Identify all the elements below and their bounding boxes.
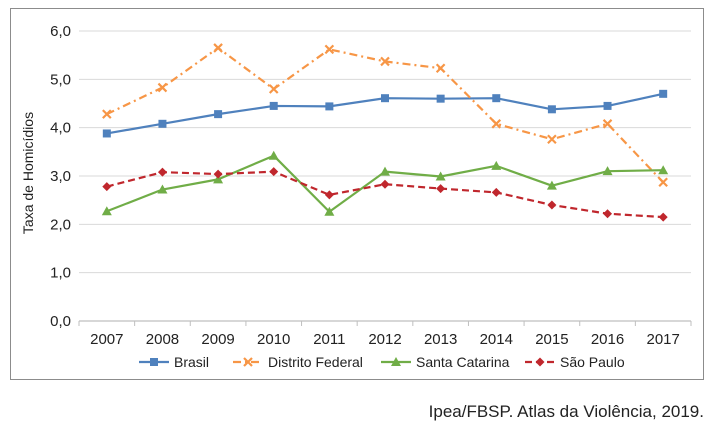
data-point-santa-catarina <box>602 166 613 176</box>
legend-marker <box>150 358 158 366</box>
y-tick-label: 3,0 <box>50 168 71 185</box>
axes: 0,0 1,0 2,0 3,0 4,0 5,0 6,0 2007 2008 2009 2010 201… <box>50 23 692 348</box>
data-point-santa-catarina <box>101 206 112 216</box>
data-point-brasil <box>325 102 334 111</box>
data-point-sao-paulo <box>603 209 613 219</box>
legend-entry-santa-catarina: Santa Catarina <box>381 354 510 370</box>
data-point-santa-catarina <box>157 184 168 194</box>
y-tick-label: 5,0 <box>50 71 71 88</box>
data-point-brasil <box>659 89 668 98</box>
data-point-sao-paulo <box>658 212 668 222</box>
series-line-sao-paulo <box>106 170 664 219</box>
x-tick-label: 2011 <box>313 331 345 348</box>
legend-marker <box>243 357 253 367</box>
x-tick-label: 2014 <box>480 331 513 348</box>
series-santa-catarina <box>101 150 669 216</box>
y-tick-label: 0,0 <box>50 313 71 330</box>
data-point-sao-paulo <box>380 179 390 189</box>
x-tick-label: 2015 <box>535 331 568 348</box>
data-point-santa-catarina <box>546 180 557 190</box>
data-point-brasil <box>381 94 389 103</box>
data-point-brasil <box>492 94 501 103</box>
x-tick-label: 2009 <box>201 331 234 348</box>
series-brasil <box>102 89 668 138</box>
data-point-distrito-federal <box>602 119 613 129</box>
legend: Brasil Distrito Federal Santa Catarina São … <box>139 354 625 370</box>
x-tick-label: 2008 <box>146 331 179 348</box>
data-point-sao-paulo <box>436 184 446 194</box>
legend-marker <box>535 357 545 367</box>
x-tick-label: 2010 <box>257 331 290 348</box>
series-sao-paulo <box>102 167 668 222</box>
data-point-santa-catarina <box>491 160 502 170</box>
legend-marker <box>391 357 401 366</box>
data-point-santa-catarina <box>380 166 390 176</box>
legend-entry-sao-paulo: São Paulo <box>525 354 625 370</box>
line-chart: 0,0 1,0 2,0 3,0 4,0 5,0 6,0 2007 2008 2009 2010 201… <box>20 23 692 370</box>
source-caption: Ipea/FBSP. Atlas da Violência, 2019. <box>428 402 704 421</box>
x-tick-label: 2012 <box>368 331 401 348</box>
data-point-distrito-federal <box>435 63 446 73</box>
data-point-sao-paulo <box>324 190 334 200</box>
data-point-santa-catarina <box>213 174 224 184</box>
data-point-sao-paulo <box>491 187 501 197</box>
data-point-sao-paulo <box>547 200 557 210</box>
chart-frame: 0,0 1,0 2,0 3,0 4,0 5,0 6,0 2007 2008 2009 2010 201… <box>10 8 704 380</box>
gridlines <box>79 30 691 274</box>
legend-label: Distrito Federal <box>268 354 363 370</box>
data-point-brasil <box>547 105 556 114</box>
x-tick-label: 2016 <box>591 331 624 348</box>
x-tick-label: 2013 <box>424 331 457 348</box>
data-point-santa-catarina <box>435 171 446 181</box>
data-point-sao-paulo <box>269 167 279 177</box>
y-tick-label: 4,0 <box>50 120 71 137</box>
data-point-santa-catarina <box>658 165 669 175</box>
data-point-sao-paulo <box>157 167 167 177</box>
data-point-distrito-federal <box>547 134 557 145</box>
x-tick-label: 2017 <box>646 331 679 348</box>
y-tick-label: 2,0 <box>50 216 71 233</box>
data-point-distrito-federal <box>491 119 502 129</box>
data-point-santa-catarina <box>268 150 279 160</box>
legend-label: São Paulo <box>560 354 625 370</box>
data-point-distrito-federal <box>658 177 668 188</box>
data-point-brasil <box>214 110 223 119</box>
data-point-distrito-federal <box>324 44 335 55</box>
y-tick-label: 1,0 <box>50 265 71 282</box>
data-point-brasil <box>102 129 111 138</box>
data-point-sao-paulo <box>102 182 112 192</box>
data-point-brasil <box>269 101 278 110</box>
x-tick-label: 2007 <box>90 331 123 348</box>
legend-label: Santa Catarina <box>416 354 510 370</box>
data-point-brasil <box>436 94 445 103</box>
legend-label: Brasil <box>174 354 209 370</box>
data-point-distrito-federal <box>380 56 390 67</box>
y-tick-label: 6,0 <box>50 23 71 40</box>
data-point-brasil <box>158 119 167 128</box>
legend-entry-distrito-federal: Distrito Federal <box>233 354 363 370</box>
series-distrito-federal <box>102 43 668 188</box>
data-point-distrito-federal <box>213 43 223 53</box>
data-point-distrito-federal <box>268 84 279 94</box>
legend-entry-brasil: Brasil <box>139 354 209 370</box>
data-point-distrito-federal <box>102 109 112 119</box>
y-axis-label: Taxa de Homicídios <box>20 112 36 234</box>
series-lines <box>101 43 669 222</box>
data-point-sao-paulo <box>213 169 223 179</box>
data-point-distrito-federal <box>157 82 168 93</box>
data-point-santa-catarina <box>324 206 335 216</box>
data-point-brasil <box>603 101 612 110</box>
series-line-distrito-federal <box>106 46 664 184</box>
